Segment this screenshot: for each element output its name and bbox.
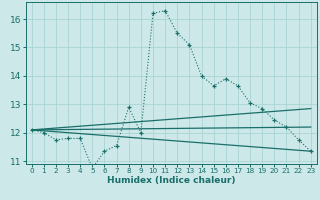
X-axis label: Humidex (Indice chaleur): Humidex (Indice chaleur) [107, 176, 236, 185]
